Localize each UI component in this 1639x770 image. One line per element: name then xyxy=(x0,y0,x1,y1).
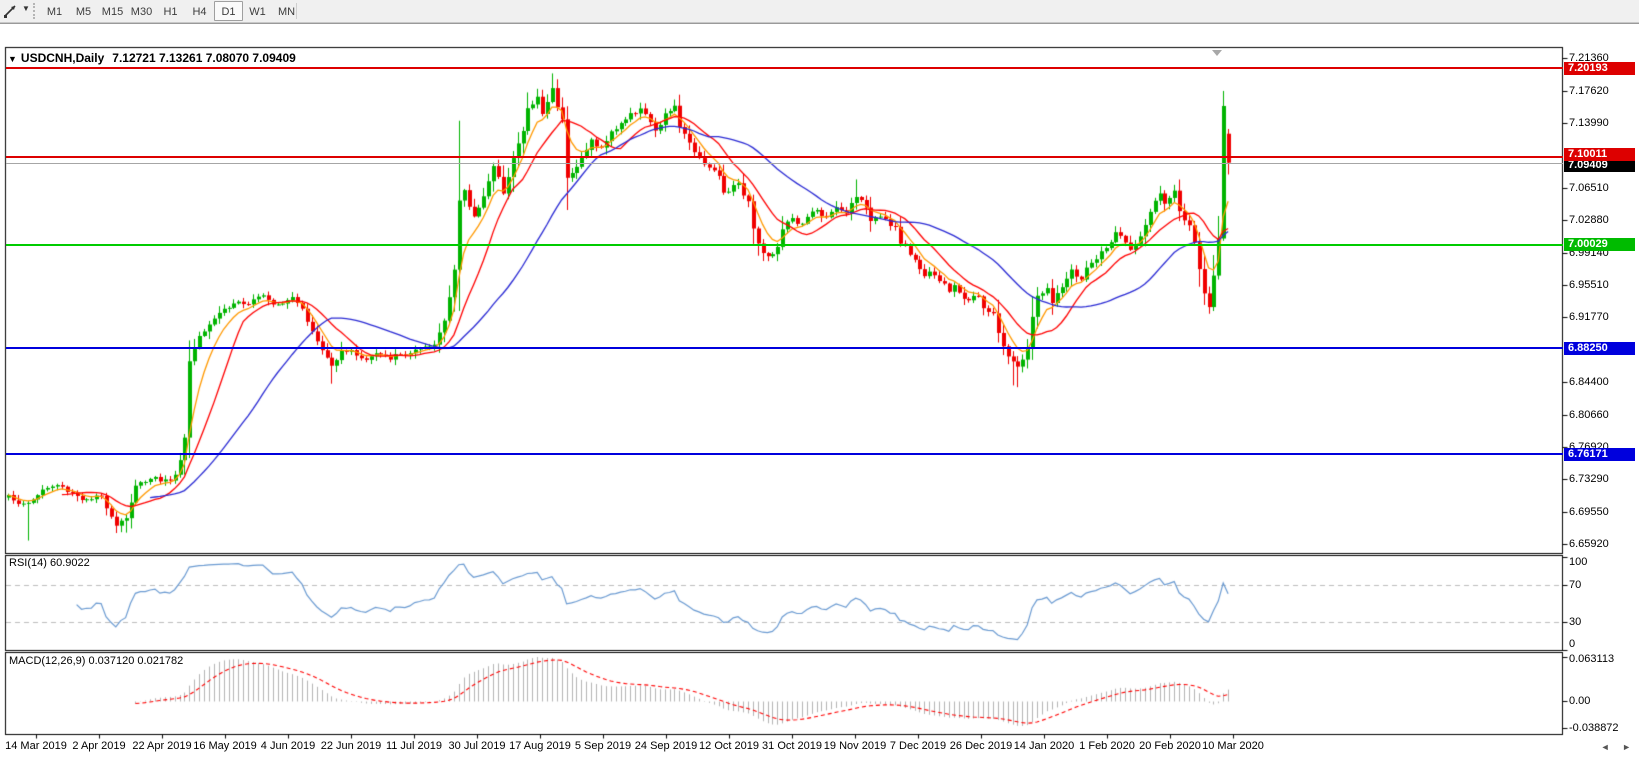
date-tick-label: 1 Feb 2020 xyxy=(1079,740,1135,752)
date-tick-label: 14 Mar 2019 xyxy=(5,740,67,752)
price-tick-label: 6.84400 xyxy=(1569,375,1609,388)
tool-dropdown-caret-icon[interactable]: ▼ xyxy=(22,4,30,13)
date-tick-label: 22 Apr 2019 xyxy=(132,740,192,752)
rsi-indicator-label: RSI(14) 60.9022 xyxy=(9,557,90,569)
level-price-tag: 7.10011 xyxy=(1564,147,1635,161)
date-tick-label: 24 Sep 2019 xyxy=(634,740,698,752)
timeframe-button-mn[interactable]: MN xyxy=(277,6,296,18)
date-tick-label: 14 Jan 2020 xyxy=(1013,740,1075,752)
timeframe-button-h4[interactable]: H4 xyxy=(192,6,207,18)
date-tick-label: 2 Apr 2019 xyxy=(72,740,126,752)
price-tick-label: 6.91770 xyxy=(1569,311,1609,324)
macd-tick-label: -0.038872 xyxy=(1569,722,1619,735)
price-tick-label: 7.13990 xyxy=(1569,116,1609,129)
horizontal-level-line[interactable] xyxy=(6,347,1563,350)
date-tick-label: 22 Jun 2019 xyxy=(320,740,382,752)
timeframe-button-m30[interactable]: M30 xyxy=(130,6,153,18)
date-tick-label: 20 Feb 2020 xyxy=(1139,740,1201,752)
horizontal-level-line[interactable] xyxy=(6,243,1563,246)
chart-title: ▼ USDCNH,Daily 7.12721 7.13261 7.08070 7.0… xyxy=(8,51,296,65)
level-price-tag: 6.76171 xyxy=(1564,447,1635,461)
date-tick-label: 31 Oct 2019 xyxy=(762,740,822,752)
timeframe-button-m5[interactable]: M5 xyxy=(75,6,92,18)
price-tick-label: 7.21360 xyxy=(1569,51,1609,64)
price-tick-label: 7.17620 xyxy=(1569,84,1609,97)
level-price-tag: 7.00029 xyxy=(1564,238,1635,252)
horizontal-level-line[interactable] xyxy=(6,453,1563,456)
date-tick-label: 12 Oct 2019 xyxy=(699,740,759,752)
date-tick-label: 17 Aug 2019 xyxy=(509,740,571,752)
level-price-tag: 7.20193 xyxy=(1564,61,1635,75)
rsi-tick-label: 70 xyxy=(1569,578,1582,591)
date-tick-label: 10 Mar 2020 xyxy=(1202,740,1264,752)
date-tick-label: 11 Jul 2019 xyxy=(385,740,443,752)
horizontal-level-line[interactable] xyxy=(6,156,1563,159)
timeframe-button-m1[interactable]: M1 xyxy=(46,6,63,18)
macd-indicator-label: MACD(12,26,9) 0.037120 0.021782 xyxy=(9,655,184,667)
chart-ohlc-values: 7.12721 7.13261 7.08070 7.09409 xyxy=(112,51,296,65)
price-tick-label: 7.02880 xyxy=(1569,213,1609,226)
chart-shift-marker[interactable] xyxy=(1212,50,1222,56)
price-tick-label: 6.80660 xyxy=(1569,408,1609,421)
price-tick-label: 6.95510 xyxy=(1569,278,1609,291)
timeframe-buttons: M1 M5 M15 M30 H1 H4 D1 W1 MN xyxy=(40,0,301,22)
toolbar-separator xyxy=(296,3,297,19)
chart-window: ▼ USDCNH,Daily 7.12721 7.13261 7.08070 7.0… xyxy=(0,23,1639,770)
tab-scroll-controls: ◄ ► xyxy=(1591,742,1631,752)
date-tick-label: 26 Dec 2019 xyxy=(949,740,1013,752)
chart-symbol: USDCNH,Daily xyxy=(20,51,105,65)
trendline-tool-icon[interactable] xyxy=(3,3,19,19)
price-tick-label: 7.06510 xyxy=(1569,182,1609,195)
price-tick-label: 6.73290 xyxy=(1569,473,1609,486)
current-price-tag: 7.09409 xyxy=(1564,159,1635,173)
rsi-tick-label: 100 xyxy=(1569,556,1588,568)
macd-tick-label: 0.063113 xyxy=(1569,653,1615,665)
date-tick-label: 30 Jul 2019 xyxy=(448,740,506,752)
timeframe-button-d1[interactable]: D1 xyxy=(214,1,243,21)
current-price-line xyxy=(6,162,1563,164)
macd-tick-label: 0.00 xyxy=(1569,695,1591,707)
price-chart-canvas[interactable] xyxy=(0,24,1639,770)
timeframe-toolbar: ▼ M1 M5 M15 M30 H1 H4 D1 W1 MN xyxy=(0,0,1639,23)
timeframe-button-m15[interactable]: M15 xyxy=(101,6,124,18)
toolbar-grip[interactable] xyxy=(33,3,38,19)
date-tick-label: 7 Dec 2019 xyxy=(889,740,947,752)
rsi-tick-label: 30 xyxy=(1569,616,1582,629)
tab-scroll-right-icon[interactable]: ► xyxy=(1622,742,1631,752)
tab-scroll-left-icon[interactable]: ◄ xyxy=(1600,742,1610,752)
date-tick-label: 5 Sep 2019 xyxy=(574,740,632,752)
price-tick-label: 6.65920 xyxy=(1569,537,1609,550)
timeframe-button-h1[interactable]: H1 xyxy=(163,6,178,18)
date-tick-label: 4 Jun 2019 xyxy=(260,740,316,752)
timeframe-button-w1[interactable]: W1 xyxy=(249,6,266,18)
horizontal-level-line[interactable] xyxy=(6,67,1563,70)
chart-symbol-caret-icon[interactable]: ▼ xyxy=(8,54,17,64)
price-tick-label: 6.69550 xyxy=(1569,506,1609,519)
date-tick-label: 19 Nov 2019 xyxy=(823,740,887,752)
date-tick-label: 16 May 2019 xyxy=(193,740,257,752)
rsi-tick-label: 0 xyxy=(1569,638,1576,650)
level-price-tag: 6.88250 xyxy=(1564,341,1635,355)
